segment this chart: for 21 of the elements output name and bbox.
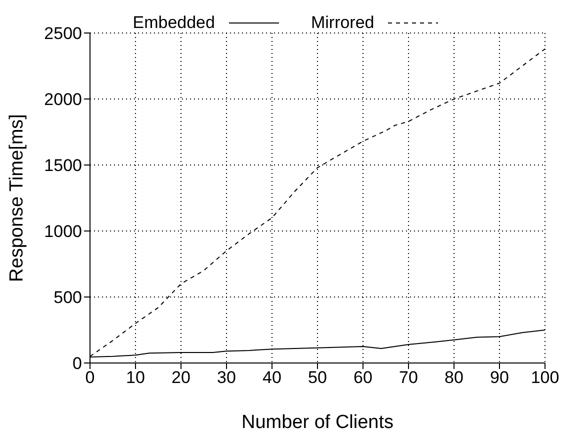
y-tick-label: 500 bbox=[54, 288, 82, 308]
x-tick-label: 0 bbox=[85, 368, 95, 388]
x-tick-label: 40 bbox=[262, 368, 282, 388]
x-tick-label: 30 bbox=[217, 368, 236, 388]
y-tick-label: 2500 bbox=[44, 24, 82, 44]
y-tick-label: 1500 bbox=[44, 156, 82, 176]
x-tick-label: 60 bbox=[354, 368, 372, 388]
legend-label: Embedded bbox=[132, 13, 215, 33]
y-axis-title: Response Time[ms] bbox=[6, 114, 28, 282]
y-tick-label: 2000 bbox=[44, 90, 82, 110]
x-axis-title: Number of Clients bbox=[241, 412, 394, 433]
x-tick-label: 70 bbox=[399, 368, 418, 388]
x-tick-label: 90 bbox=[490, 368, 509, 388]
x-tick-label: 50 bbox=[308, 368, 327, 388]
x-tick-label: 80 bbox=[444, 368, 464, 388]
legend-label: Mirrored bbox=[310, 13, 374, 33]
x-tick-label: 10 bbox=[126, 368, 145, 388]
y-tick-label: 1000 bbox=[44, 222, 82, 242]
x-tick-label: 100 bbox=[530, 368, 560, 388]
y-tick-label: 0 bbox=[72, 354, 82, 374]
x-tick-label: 20 bbox=[172, 368, 190, 388]
